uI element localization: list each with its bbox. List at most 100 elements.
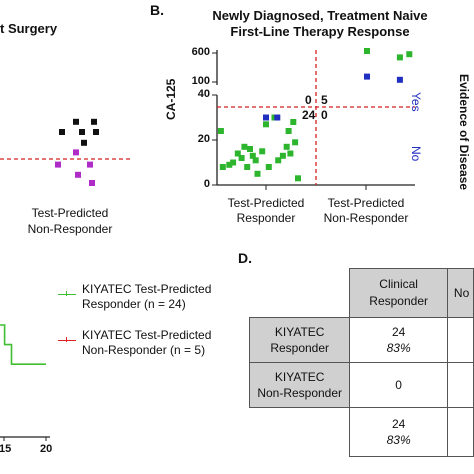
legend-swatch-tick-responder bbox=[66, 291, 67, 296]
cell-count: 0 bbox=[395, 378, 402, 392]
data-point-green bbox=[238, 155, 245, 161]
data-point-green bbox=[219, 164, 226, 170]
data-point-green bbox=[247, 146, 253, 152]
row-label-line2: Non-Responder bbox=[257, 386, 343, 400]
legend-swatch-non-responder bbox=[58, 340, 76, 341]
quadrant-count-bottom-right: 0 bbox=[321, 108, 328, 122]
panel-b-ytick-label-100: 100 bbox=[191, 75, 210, 87]
data-point-blue bbox=[396, 76, 403, 83]
panel-b-ytick-label-20: 20 bbox=[197, 133, 210, 145]
data-point-magenta bbox=[87, 161, 93, 168]
header-line2: Responder bbox=[369, 294, 428, 308]
panel-a-plot bbox=[0, 118, 130, 186]
table-header-cut: No bbox=[446, 268, 474, 318]
panel-b-title: Newly Diagnosed, Treatment Naive First-L… bbox=[185, 8, 455, 40]
row-label-line1: KIYATEC bbox=[274, 370, 325, 384]
data-point-green bbox=[254, 170, 261, 177]
panel-a-title: t Surgery bbox=[0, 21, 58, 36]
header-line1: Clinical bbox=[379, 277, 418, 291]
panel-a-x-label-line1: Test-Predicted bbox=[31, 206, 109, 220]
data-point-black bbox=[91, 118, 97, 125]
panel-c-tick-label-20: 20 bbox=[40, 443, 53, 455]
data-point-black bbox=[81, 139, 87, 146]
table-row: KIYATEC Responder 24 83% bbox=[248, 317, 474, 363]
data-point-green bbox=[226, 161, 233, 168]
data-point-green bbox=[259, 148, 266, 155]
legend-label-responder-line1: KIYATEC Test-Predicted bbox=[82, 282, 212, 296]
panel-c-responder-curve bbox=[0, 324, 46, 365]
quadrant-count-top-right: 5 bbox=[321, 93, 328, 107]
cell-cut bbox=[446, 317, 474, 363]
panel-b-right-label: Evidence of Disease bbox=[457, 74, 471, 191]
legend-swatch-responder bbox=[58, 294, 76, 295]
panel-b-yes-label: Yes bbox=[409, 92, 423, 112]
data-point-green bbox=[234, 150, 241, 157]
table-corner bbox=[250, 269, 350, 318]
data-point-green bbox=[287, 150, 294, 157]
panel-b-x-label-responder-line2: Responder bbox=[236, 211, 296, 225]
data-point-green bbox=[285, 128, 292, 134]
panel-b-title-line1: Newly Diagnosed, Treatment Naive bbox=[212, 8, 428, 23]
data-point-magenta bbox=[75, 171, 81, 178]
row-label-kiyatec-responder: KIYATEC Responder bbox=[248, 317, 351, 363]
data-point-green bbox=[292, 139, 299, 146]
legend-label-non-responder-line1: KIYATEC Test-Predicted bbox=[82, 328, 212, 342]
data-point-magenta bbox=[89, 180, 95, 186]
panel-b-letter: B. bbox=[150, 2, 164, 18]
data-point-blue bbox=[263, 114, 269, 121]
data-point-black bbox=[79, 129, 85, 135]
data-point-blue bbox=[364, 73, 370, 80]
data-point-green bbox=[217, 128, 224, 134]
cell-pct: 83% bbox=[386, 341, 411, 355]
cell-non-responder-responder: 0 bbox=[349, 362, 448, 408]
data-point-green bbox=[241, 143, 248, 150]
panel-b-chart bbox=[212, 48, 415, 190]
data-point-green bbox=[406, 51, 413, 58]
cell-count: 24 bbox=[391, 416, 406, 431]
header-cut-label: No bbox=[453, 286, 470, 300]
row-label-total bbox=[250, 408, 350, 457]
cell-pct: 83% bbox=[386, 432, 411, 447]
panel-b-ytick-label-40: 40 bbox=[197, 88, 210, 100]
panel-b-x-label-non-responder-line2: Non-Responder bbox=[323, 211, 409, 225]
panel-b-x-label-non-responder-line1: Test-Predicted bbox=[327, 196, 405, 210]
cell-responder-responder: 24 83% bbox=[349, 317, 448, 363]
data-point-black bbox=[93, 129, 99, 135]
panel-a-x-label: Test-Predicted Non-Responder bbox=[10, 205, 130, 237]
quadrant-count-top-left: 0 bbox=[305, 93, 312, 107]
data-point-green bbox=[249, 152, 256, 159]
data-point-green bbox=[263, 121, 269, 128]
data-point-green bbox=[230, 159, 237, 166]
legend-label-non-responder-line2: Non-Responder (n = 5) bbox=[82, 343, 206, 357]
table-header-row: Clinical Responder No bbox=[250, 268, 474, 318]
data-point-green bbox=[265, 164, 272, 170]
data-point-green bbox=[279, 152, 286, 159]
data-point-green bbox=[295, 175, 301, 182]
panel-a-x-label-line2: Non-Responder bbox=[27, 222, 113, 236]
panel-b-x-label-responder-line1: Test-Predicted bbox=[227, 196, 305, 210]
contingency-table: Clinical Responder No KIYATEC Responder … bbox=[248, 268, 474, 457]
data-point-blue bbox=[274, 114, 281, 121]
data-point-green bbox=[283, 143, 290, 150]
panel-d-letter: D. bbox=[238, 250, 252, 266]
data-point-green bbox=[244, 164, 251, 170]
panel-b-x-label-responder: Test-Predicted Responder bbox=[216, 196, 316, 226]
table-row: 24 83% bbox=[250, 407, 474, 457]
cell-cut bbox=[446, 362, 474, 408]
panel-b-no-label: No bbox=[409, 146, 423, 162]
table-header-clinical-responder: Clinical Responder bbox=[349, 268, 448, 318]
cell-count: 24 bbox=[391, 325, 406, 339]
panel-b-title-line2: First-Line Therapy Response bbox=[230, 24, 410, 39]
data-point-green bbox=[290, 119, 297, 125]
legend-swatch-tick-non-responder bbox=[66, 337, 67, 342]
cell-total-responder: 24 83% bbox=[349, 407, 448, 457]
panel-b-ylabel: CA-125 bbox=[164, 78, 178, 120]
data-point-black bbox=[59, 129, 65, 135]
cell-cut bbox=[446, 407, 474, 457]
panel-c-tick-label-15: 15 bbox=[0, 443, 12, 455]
panel-c-plot bbox=[0, 324, 50, 441]
row-label-line1: KIYATEC bbox=[274, 325, 325, 339]
row-label-line2: Responder bbox=[270, 341, 330, 355]
legend-label-responder-line2: Responder (n = 24) bbox=[82, 297, 186, 311]
table-row: KIYATEC Non-Responder 0 bbox=[248, 362, 474, 408]
